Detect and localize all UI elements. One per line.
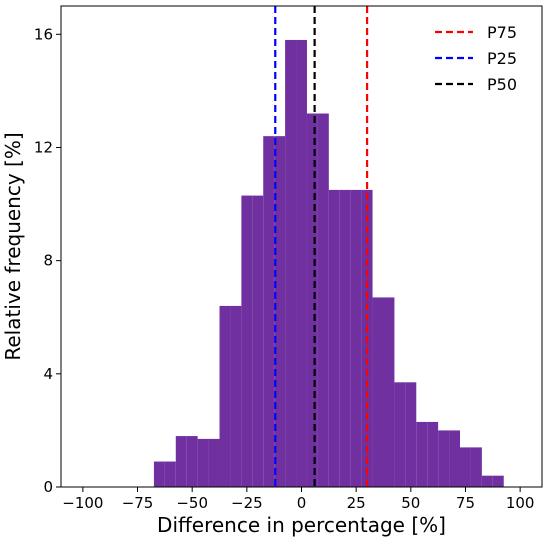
histogram-bar-6 [219,305,231,487]
histogram-bar-28 [460,447,471,487]
histogram-bar-9 [252,195,264,487]
y-tick-label-0: 0 [43,478,53,496]
histogram-bar-3 [186,436,198,487]
histogram-bar-5 [208,438,220,487]
y-axis-label: Relative frequency [%] [1,132,25,360]
histogram-bar-30 [481,475,493,487]
histogram-bar-25 [427,421,439,487]
histogram-bar-10 [263,136,275,487]
histogram-bar-15 [317,113,329,488]
histogram-bar-14 [306,113,318,488]
legend-label-p50: P50 [487,75,517,94]
x-tick-label-1: −75 [122,494,154,512]
legend: P75 P25 P50 [435,23,517,94]
histogram-bar-17 [339,189,351,488]
histogram-bar-29 [470,447,482,487]
x-tick-label-3: −25 [231,494,263,512]
histogram-bar-12 [285,39,297,487]
x-ticks-layer: −100 −75 −50 −25 0 25 50 75 100 [62,487,534,512]
y-ticks-layer: 0 4 8 12 16 [34,25,61,496]
x-tick-label-8: 100 [506,494,535,512]
histogram-bar-7 [230,305,242,487]
histogram-bar-16 [328,189,340,488]
histogram-bar-26 [438,430,450,487]
histogram-bar-24 [416,421,428,487]
reference-lines-layer [274,6,369,487]
histogram-bar-23 [405,382,417,487]
histogram-bar-27 [449,430,461,487]
histogram-bar-13 [296,39,307,487]
legend-label-p25: P25 [487,49,517,68]
x-tick-label-4: 0 [297,494,307,512]
histogram-bar-21 [383,297,395,487]
x-tick-label-0: −100 [62,494,103,512]
x-axis-label: Difference in percentage [%] [157,513,446,537]
histogram-bar-1 [164,461,176,487]
histogram-bar-2 [175,436,187,487]
x-tick-label-2: −50 [176,494,208,512]
bars-layer [153,39,504,488]
x-tick-label-5: 25 [347,494,366,512]
x-tick-label-7: 75 [456,494,475,512]
histogram-bar-31 [492,475,504,487]
y-tick-label-4: 16 [34,25,53,43]
histogram-bar-22 [394,382,406,487]
histogram-bar-0 [153,461,165,487]
histogram-bar-4 [197,438,209,487]
histogram-bar-8 [241,195,253,487]
histogram-bar-18 [350,189,362,488]
histogram-bar-11 [274,136,286,487]
y-tick-label-3: 12 [34,138,53,156]
histogram-bar-20 [372,297,384,487]
y-tick-label-2: 8 [43,252,53,270]
legend-label-p75: P75 [487,23,517,42]
x-tick-label-6: 50 [401,494,420,512]
y-tick-label-1: 4 [43,365,53,383]
